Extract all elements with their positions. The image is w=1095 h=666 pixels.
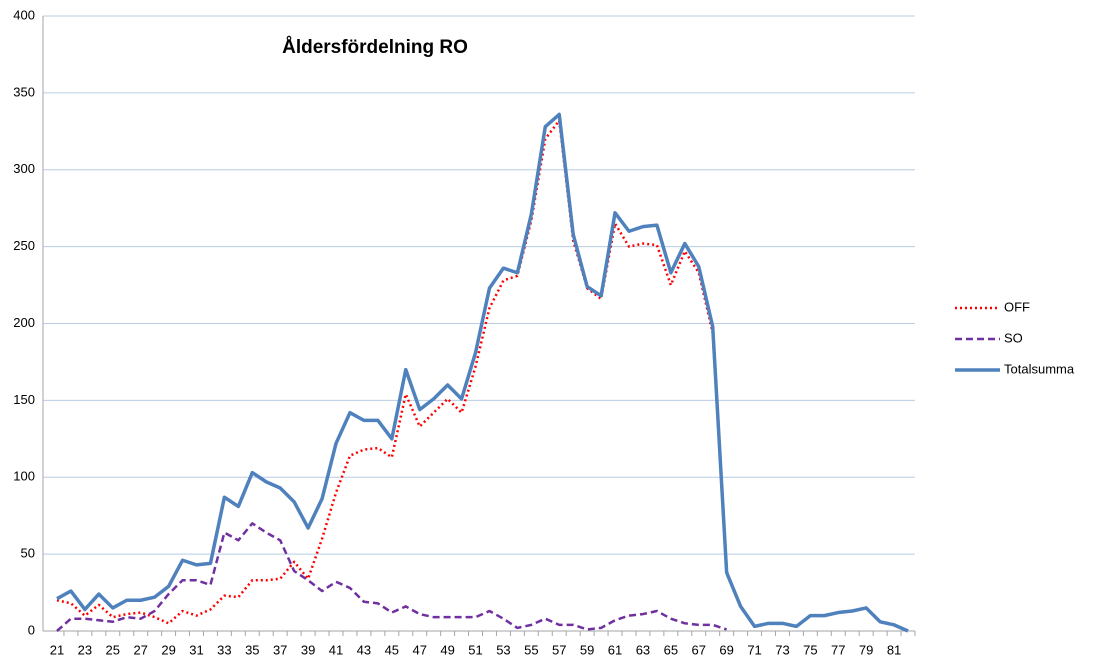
x-tick-label: 37: [273, 642, 287, 657]
x-tick-label: 21: [50, 642, 64, 657]
y-tick-label: 150: [13, 392, 35, 407]
x-tick-label: 75: [803, 642, 817, 657]
x-tick-label: 25: [106, 642, 120, 657]
legend-label: SO: [1004, 330, 1023, 345]
x-tick-label: 59: [580, 642, 594, 657]
series-line: [56, 522, 728, 632]
x-tick-label: 27: [133, 642, 147, 657]
x-tick-label: 61: [608, 642, 622, 657]
x-tick-label: 41: [329, 642, 343, 657]
x-tick-label: 35: [245, 642, 259, 657]
x-tick-label: 45: [385, 642, 399, 657]
series-line: [56, 112, 909, 633]
x-tick-label: 39: [301, 642, 315, 657]
series-line: [56, 119, 909, 633]
legend-label: OFF: [1004, 299, 1030, 314]
x-tick-label: 23: [78, 642, 92, 657]
x-tick-label: 51: [468, 642, 482, 657]
x-tick-label: 73: [775, 642, 789, 657]
x-tick-label: 79: [859, 642, 873, 657]
y-tick-label: 300: [13, 161, 35, 176]
x-tick-label: 65: [664, 642, 678, 657]
x-tick-label: 33: [217, 642, 231, 657]
x-tick-label: 49: [440, 642, 454, 657]
chart-title: Åldersfördelning RO: [282, 37, 468, 58]
x-tick-label: 53: [496, 642, 510, 657]
x-tick-label: 31: [189, 642, 203, 657]
legend-label: Totalsumma: [1004, 361, 1075, 376]
x-tick-label: 43: [357, 642, 371, 657]
x-tick-label: 81: [887, 642, 901, 657]
y-tick-label: 100: [13, 469, 35, 484]
x-tick-label: 55: [524, 642, 538, 657]
x-tick-label: 67: [692, 642, 706, 657]
x-tick-label: 47: [412, 642, 426, 657]
y-tick-label: 350: [13, 84, 35, 99]
x-tick-label: 29: [161, 642, 175, 657]
y-tick-label: 400: [13, 7, 35, 22]
y-tick-label: 250: [13, 238, 35, 253]
x-tick-label: 77: [831, 642, 845, 657]
x-tick-label: 69: [719, 642, 733, 657]
y-tick-label: 50: [21, 546, 35, 561]
y-tick-label: 0: [28, 622, 35, 637]
x-tick-label: 63: [636, 642, 650, 657]
x-tick-label: 71: [747, 642, 761, 657]
y-tick-label: 200: [13, 315, 35, 330]
x-tick-label: 57: [552, 642, 566, 657]
